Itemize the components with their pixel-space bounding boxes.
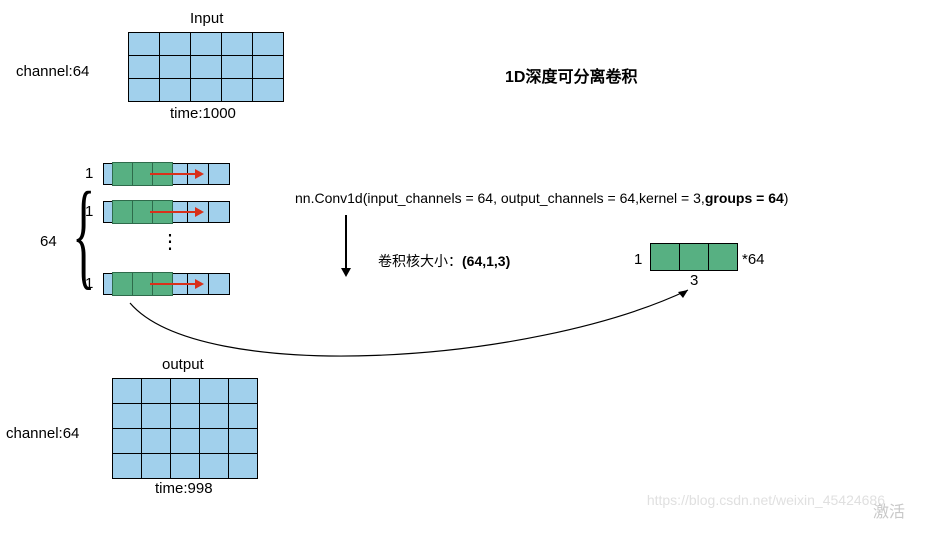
grid-cell — [200, 429, 228, 453]
grid-cell — [113, 429, 141, 453]
output-title: output — [162, 356, 204, 373]
output-channel-label: channel:64 — [6, 425, 79, 442]
grid-cell — [229, 429, 257, 453]
grid-cell — [142, 379, 170, 403]
grid-cell — [171, 429, 199, 453]
grid-cell — [200, 454, 228, 478]
grid-cell — [200, 404, 228, 428]
grid-cell — [113, 404, 141, 428]
watermark-url: https://blog.csdn.net/weixin_45424686 — [647, 492, 885, 508]
grid-cell — [171, 404, 199, 428]
grid-cell — [171, 379, 199, 403]
grid-cell — [142, 429, 170, 453]
grid-cell — [113, 454, 141, 478]
grid-cell — [229, 379, 257, 403]
grid-cell — [229, 454, 257, 478]
grid-cell — [113, 379, 141, 403]
grid-cell — [229, 404, 257, 428]
output-grid — [112, 378, 258, 479]
grid-cell — [200, 379, 228, 403]
output-time-label: time:998 — [155, 480, 213, 497]
grid-cell — [142, 454, 170, 478]
grid-cell — [171, 454, 199, 478]
grid-cell — [142, 404, 170, 428]
watermark-activate: 激活 — [873, 498, 905, 522]
